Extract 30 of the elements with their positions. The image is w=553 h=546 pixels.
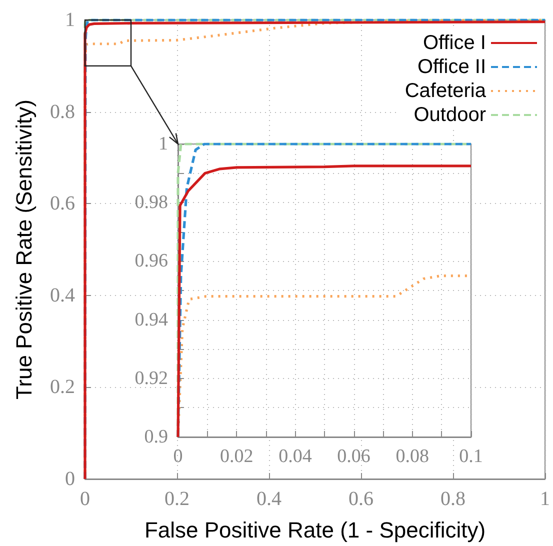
legend-label: Cafeteria	[404, 80, 487, 102]
x-tick-label: 0.08	[396, 446, 430, 467]
legend-label: Office I	[423, 32, 486, 54]
legend-label: Office II	[417, 56, 486, 78]
y-tick-label: 0.96	[134, 250, 168, 272]
y-tick-label: 0	[65, 468, 75, 490]
x-tick-label: 0.8	[440, 488, 466, 510]
y-axis-title: True Positive Rate (Sensitivity)	[12, 100, 36, 400]
y-tick-label: 0.2	[50, 376, 75, 398]
y-tick-label: 0.6	[50, 192, 75, 215]
y-tick-label: 0.92	[134, 368, 168, 389]
y-tick-label: 0.4	[50, 284, 75, 306]
y-tick-label: 0.9	[144, 426, 168, 448]
y-tick-label: 0.94	[134, 309, 168, 330]
y-tick-label: 0.8	[50, 100, 75, 123]
x-tick-label: 0	[173, 446, 183, 467]
x-tick-label: 1	[540, 488, 550, 510]
x-tick-label: 0.4	[256, 488, 282, 510]
x-tick-label: 0.02	[220, 446, 254, 467]
x-tick-label: 0	[80, 488, 90, 510]
x-tick-label: 0.6	[348, 488, 374, 510]
y-tick-label: 0.98	[134, 192, 168, 214]
y-tick-label: 1	[158, 134, 168, 154]
y-tick-label: 1	[65, 9, 75, 31]
x-tick-label: 0.06	[337, 446, 370, 467]
legend-label: Outdoor	[414, 104, 486, 126]
x-axis-title: False Positive Rate (1 - Specificity)	[144, 518, 486, 542]
x-tick-label: 0.2	[164, 488, 190, 510]
x-tick-label: 0.1	[459, 446, 483, 467]
x-tick-label: 0.04	[278, 446, 312, 467]
